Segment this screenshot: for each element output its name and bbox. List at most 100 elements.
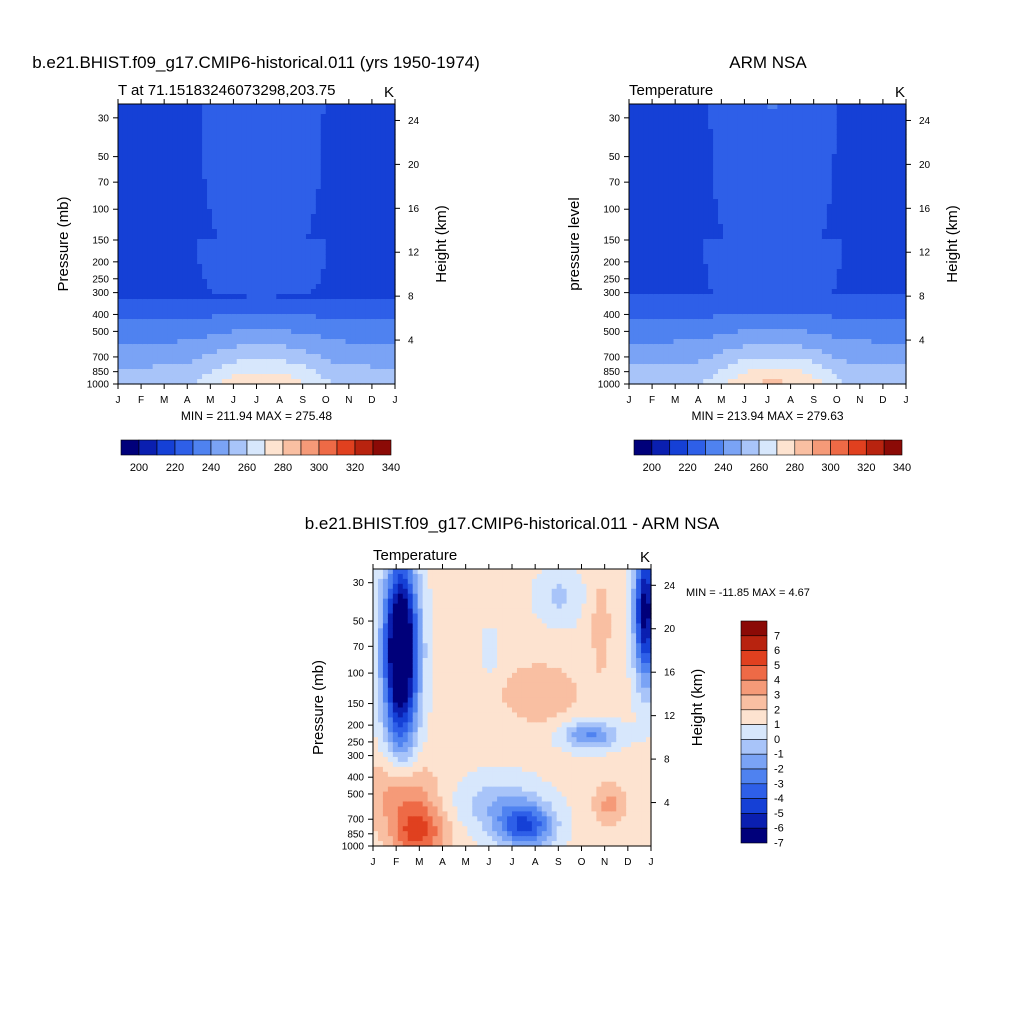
heatmap-cell <box>236 264 243 270</box>
heatmap-cell <box>345 204 352 210</box>
heatmap-cell <box>330 219 337 225</box>
heatmap-cell <box>777 319 783 325</box>
heatmap-cell <box>335 154 342 160</box>
heatmap-cell <box>360 264 366 270</box>
heatmap-cell <box>370 309 376 315</box>
heatmap-cell <box>187 284 193 290</box>
heatmap-cell <box>231 184 238 190</box>
heatmap-cell <box>192 274 198 280</box>
heatmap-cell <box>335 379 342 385</box>
heatmap-cell <box>737 139 744 145</box>
heatmap-cell <box>187 114 193 120</box>
heatmap-cell <box>202 114 208 120</box>
heatmap-cell <box>310 334 317 340</box>
heatmap-cell <box>365 109 371 115</box>
heatmap-cell <box>633 159 640 165</box>
heatmap-cell <box>127 364 134 370</box>
heatmap-cell <box>315 219 322 225</box>
heatmap-cell <box>118 299 124 305</box>
heatmap-cell <box>683 184 689 190</box>
heatmap-cell <box>703 279 709 285</box>
heatmap-cell <box>296 209 302 215</box>
heatmap-cell <box>658 259 665 265</box>
heatmap-cell <box>370 194 376 200</box>
heatmap-cell <box>772 134 778 140</box>
heatmap-cell <box>187 164 193 170</box>
heatmap-cell <box>668 324 675 330</box>
heatmap-cell <box>385 349 391 355</box>
heatmap-cell <box>207 164 213 170</box>
heatmap-cell <box>340 264 347 270</box>
heatmap-cell <box>157 199 164 205</box>
heatmap-cell <box>350 124 357 130</box>
heatmap-cell <box>172 354 178 360</box>
heatmap-cell <box>742 324 749 330</box>
heatmap-cell <box>310 194 317 200</box>
heatmap-cell <box>305 179 312 185</box>
heatmap-cell <box>727 324 734 330</box>
heatmap-cell <box>305 349 312 355</box>
heatmap-cell <box>638 294 645 300</box>
heatmap-cell <box>231 114 238 120</box>
heatmap-cell <box>182 239 188 245</box>
heatmap-cell <box>762 324 769 330</box>
heatmap-cell <box>315 339 322 345</box>
heatmap-cell <box>241 289 248 295</box>
heatmap-cell <box>291 154 297 160</box>
heatmap-cell <box>737 184 744 190</box>
heatmap-cell <box>236 149 243 155</box>
heatmap-cell <box>683 214 689 220</box>
heatmap-cell <box>122 109 129 115</box>
heatmap-cell <box>683 219 689 225</box>
heatmap-cell <box>147 329 154 335</box>
heatmap-cell <box>315 289 322 295</box>
heatmap-cell <box>629 174 635 180</box>
heatmap-cell <box>693 109 699 115</box>
heatmap-cell <box>752 354 759 360</box>
heatmap-cell <box>629 354 635 360</box>
heatmap-cell <box>291 249 297 255</box>
heatmap-cell <box>197 269 203 275</box>
heatmap-cell <box>266 374 272 380</box>
heatmap-cell <box>629 194 635 200</box>
heatmap-cell <box>236 369 243 375</box>
heatmap-cell <box>673 144 680 150</box>
heatmap-cell <box>207 349 213 355</box>
heatmap-cell <box>673 229 680 235</box>
heatmap-cell <box>325 304 332 310</box>
heatmap-cell <box>281 194 287 200</box>
heatmap-cell <box>172 364 178 370</box>
heatmap-cell <box>221 129 228 135</box>
heatmap-cell <box>182 269 188 275</box>
heatmap-cell <box>330 359 337 365</box>
heatmap-cell <box>172 144 178 150</box>
heatmap-cell <box>291 379 297 385</box>
heatmap-cell <box>698 214 704 220</box>
heatmap-cell <box>350 219 357 225</box>
heatmap-cell <box>177 149 183 155</box>
heatmap-cell <box>152 204 159 210</box>
heatmap-cell <box>678 329 685 335</box>
heatmap-cell <box>663 269 670 275</box>
heatmap-cell <box>320 349 327 355</box>
heatmap-cell <box>767 259 774 265</box>
heatmap-cell <box>177 354 183 360</box>
heatmap-cell <box>345 339 352 345</box>
heatmap-cell <box>663 294 670 300</box>
heatmap-cell <box>271 354 277 360</box>
heatmap-cell <box>251 174 258 180</box>
heatmap-cell <box>747 224 754 230</box>
heatmap-cell <box>167 154 174 160</box>
heatmap-cell <box>246 189 253 195</box>
heatmap-cell <box>732 244 739 250</box>
heatmap-cell <box>192 224 198 230</box>
heatmap-cell <box>192 289 198 295</box>
heatmap-cell <box>286 179 292 185</box>
heatmap-cell <box>727 374 734 380</box>
heatmap-cell <box>305 224 312 230</box>
heatmap-cell <box>226 309 233 315</box>
heatmap-cell <box>673 174 680 180</box>
heatmap-cell <box>673 189 680 195</box>
heatmap-cell <box>365 324 371 330</box>
heatmap-cell <box>296 219 302 225</box>
